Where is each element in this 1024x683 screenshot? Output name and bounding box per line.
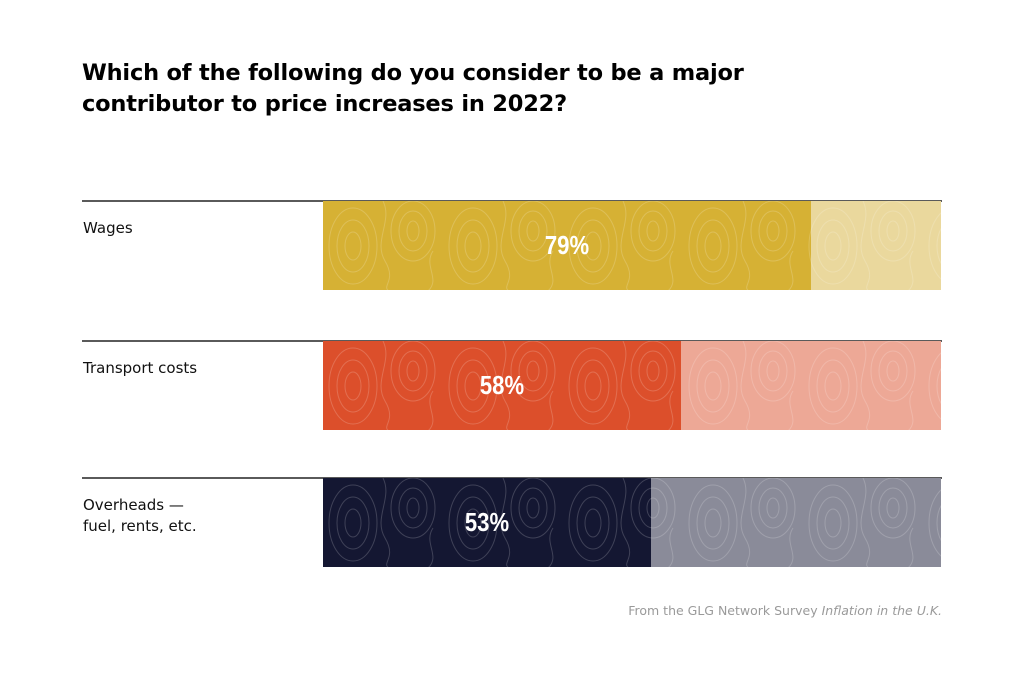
category-label: Wages xyxy=(83,219,133,237)
source-note: From the GLG Network Survey Inflation in… xyxy=(628,603,942,618)
bar-track: 79% xyxy=(323,201,941,290)
bar-remainder xyxy=(811,201,941,290)
category-label: Transport costs xyxy=(83,359,198,377)
bar-track: 58% xyxy=(323,341,941,430)
bar-track: 53% xyxy=(323,478,941,567)
source-prefix: From the GLG Network Survey xyxy=(628,603,822,618)
value-label: 79% xyxy=(544,230,590,260)
chart-title: Which of the following do you consider t… xyxy=(82,60,744,117)
bar-remainder xyxy=(681,341,941,430)
value-label: 53% xyxy=(464,507,510,537)
category-label: Overheads — fuel, rents, etc. xyxy=(83,496,197,535)
value-label: 58% xyxy=(479,370,525,400)
bar-remainder xyxy=(651,478,941,567)
source-title: Inflation in the U.K. xyxy=(821,603,942,618)
